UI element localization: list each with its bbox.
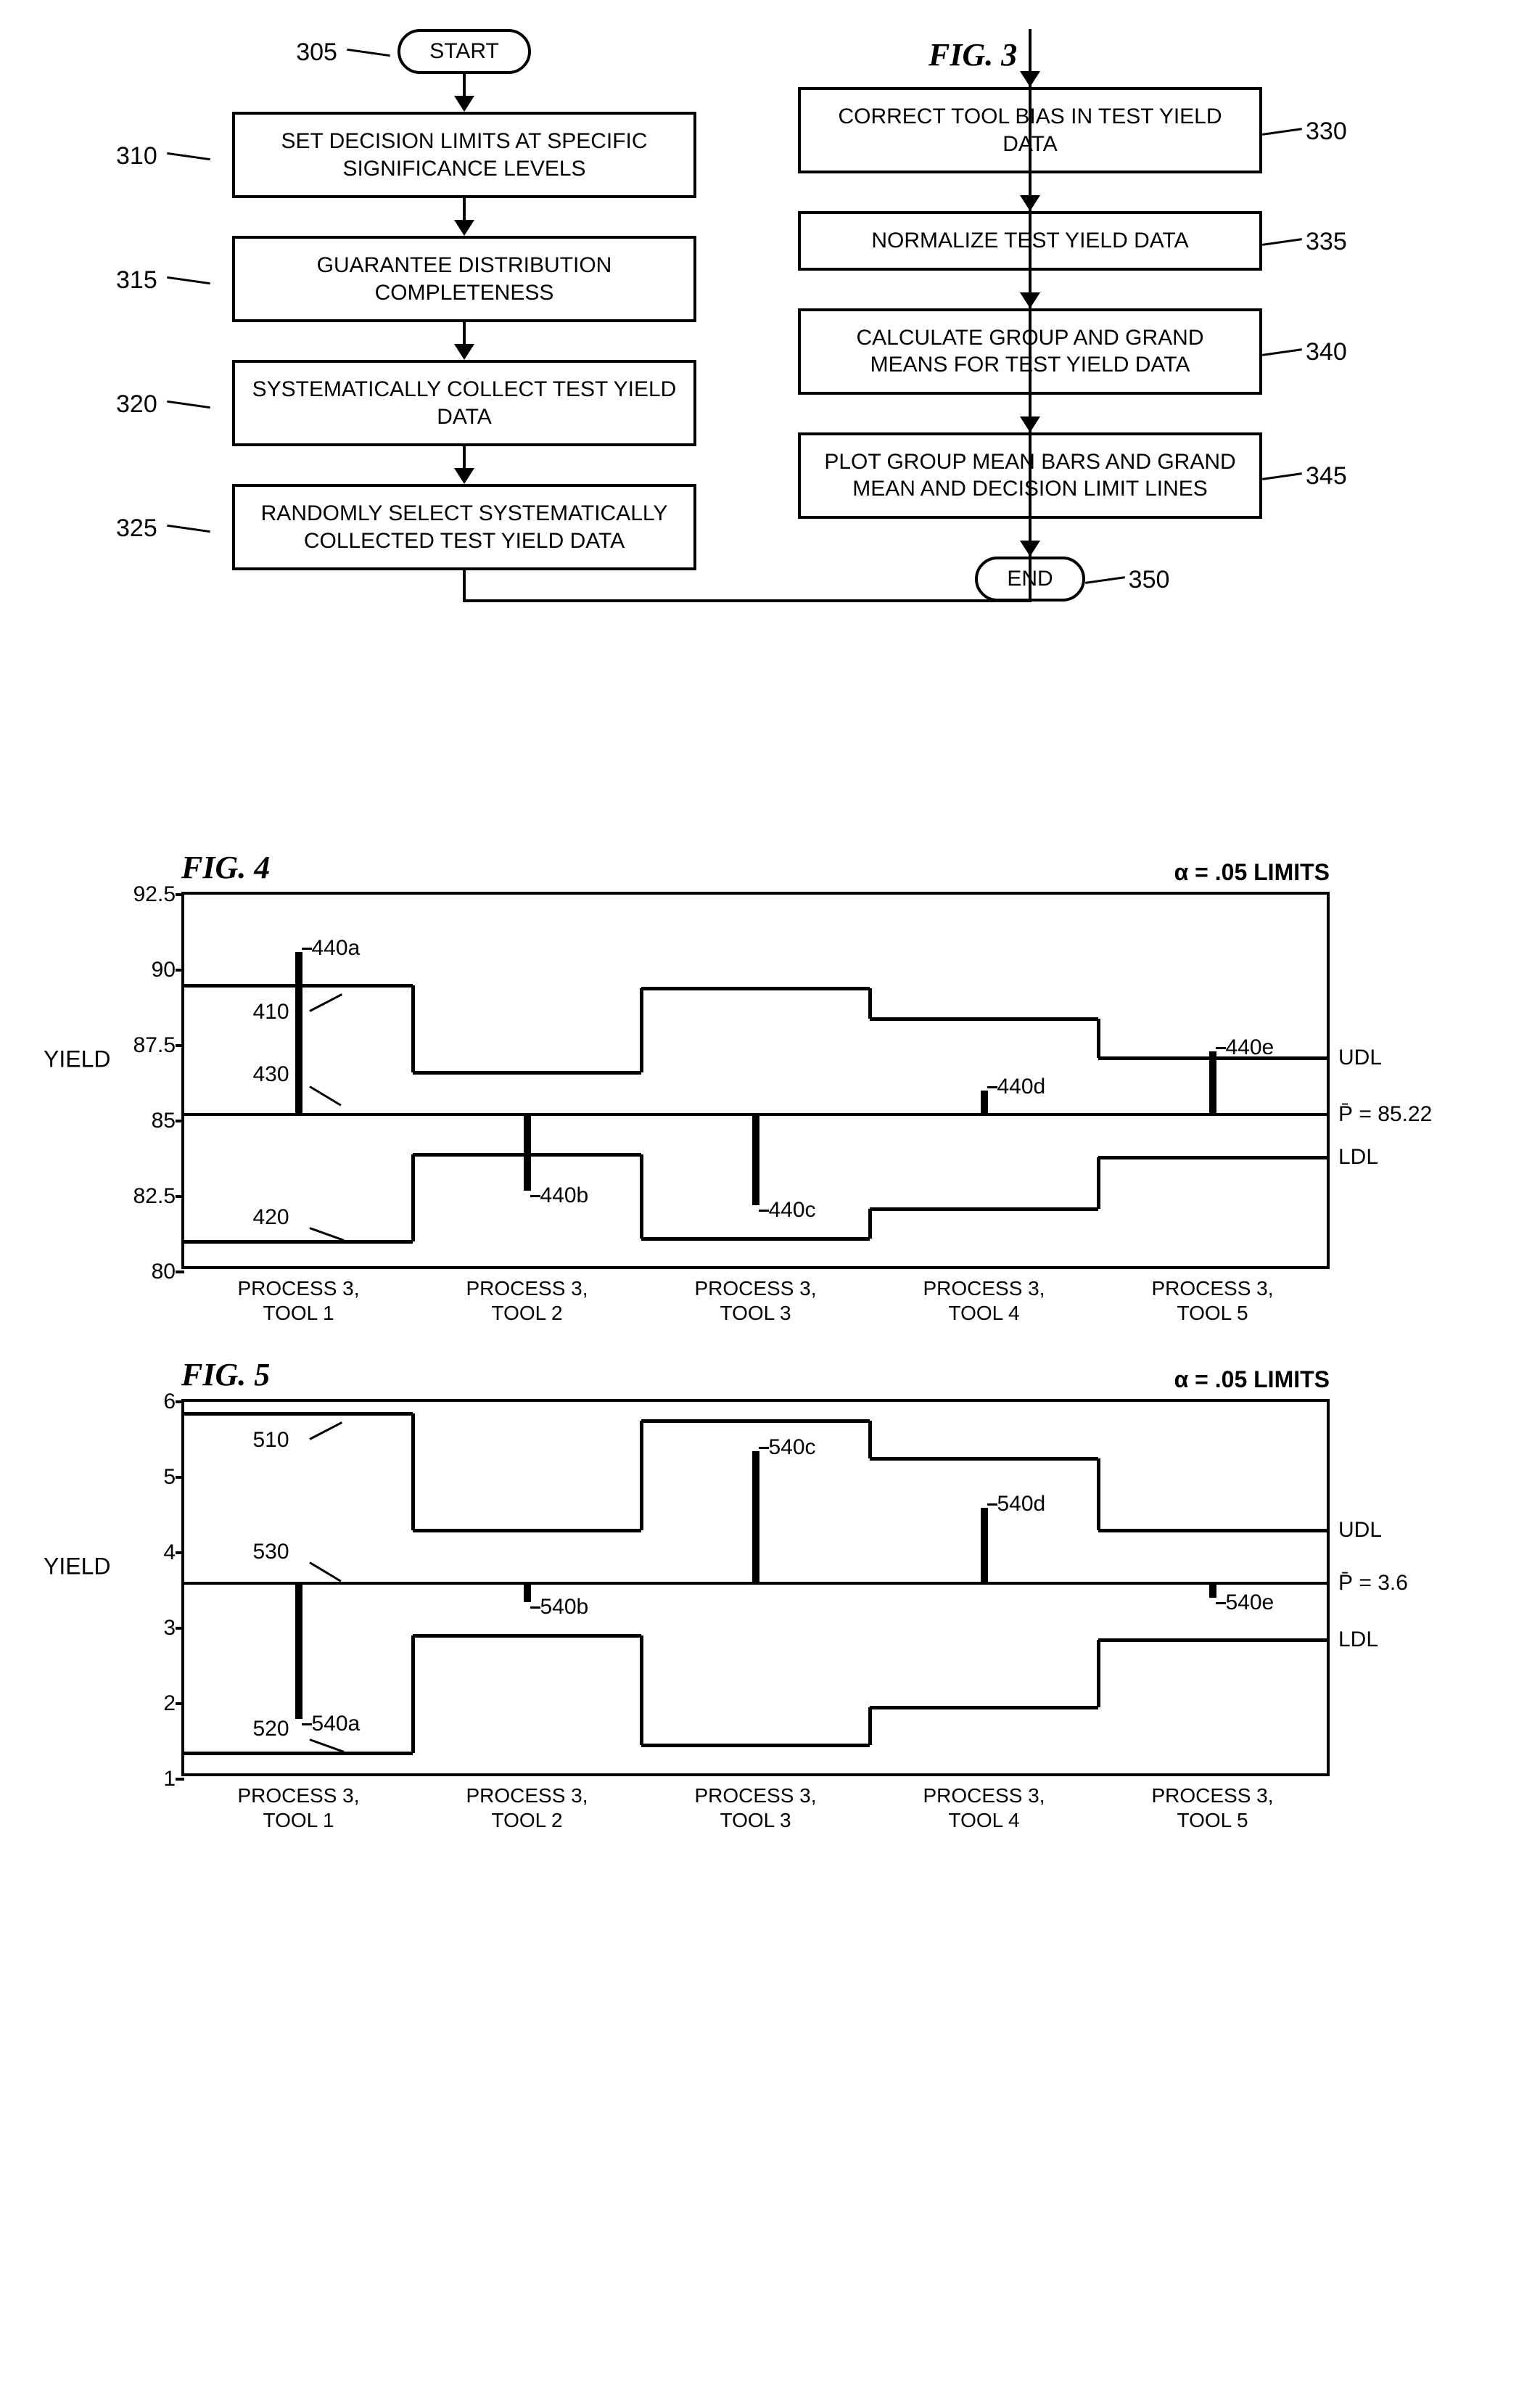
mean-bar-label: 540a: [312, 1712, 361, 1736]
ref-label: 345: [1306, 462, 1347, 490]
flow-step: CORRECT TOOL BIAS IN TEST YIELD DATA: [798, 87, 1262, 173]
fig5-wrapper: FIG. 5 α = .05 LIMITS YIELD 123456PROCES…: [29, 1356, 1511, 1776]
ldl-ref-label: 420: [253, 1205, 289, 1230]
mean-ref-label: 530: [253, 1540, 289, 1564]
grand-mean-label: P̄ = 85.22: [1327, 1102, 1432, 1127]
x-category-label: PROCESS 3,TOOL 2: [413, 1773, 641, 1832]
group-mean-bar: [295, 1583, 302, 1719]
ref-label: 350: [1129, 566, 1170, 594]
flow-step: GUARANTEE DISTRIBUTION COMPLETENESS: [232, 236, 696, 322]
fig3-left-column: START SET DECISION LIMITS AT SPECIFIC SIG…: [232, 29, 696, 570]
end-terminator: END: [975, 557, 1084, 602]
ref-label: 315: [116, 266, 157, 295]
group-mean-bar: [1209, 1583, 1216, 1598]
x-category-label: PROCESS 3,TOOL 5: [1098, 1266, 1327, 1325]
x-category-label: PROCESS 3,TOOL 4: [870, 1266, 1098, 1325]
group-mean-bar: [981, 1091, 988, 1114]
group-mean-bar: [1209, 1051, 1216, 1114]
flow-step: PLOT GROUP MEAN BARS AND GRAND MEAN AND …: [798, 432, 1262, 519]
ref-label: 305: [296, 38, 337, 67]
x-category-label: PROCESS 3,TOOL 3: [641, 1773, 870, 1832]
fig4-ylabel: YIELD: [44, 1046, 110, 1072]
mean-bar-label: 540b: [540, 1595, 589, 1620]
ref-label: 325: [116, 514, 157, 543]
group-mean-bar: [524, 1583, 531, 1602]
flow-step: SET DECISION LIMITS AT SPECIFIC SIGNIFIC…: [232, 112, 696, 198]
x-category-label: PROCESS 3,TOOL 3: [641, 1266, 870, 1325]
mean-bar-label: 440b: [540, 1183, 589, 1208]
ref-label: 340: [1306, 338, 1347, 366]
fig5-chart-area: 123456PROCESS 3,TOOL 1PROCESS 3,TOOL 2PR…: [181, 1399, 1330, 1776]
ref-label: 310: [116, 142, 157, 171]
x-category-label: PROCESS 3,TOOL 1: [184, 1773, 413, 1832]
ref-label: 330: [1306, 118, 1347, 146]
ldl-ref-label: 520: [253, 1717, 289, 1741]
group-mean-bar: [524, 1114, 531, 1191]
mean-bar-label: 440e: [1226, 1035, 1275, 1060]
fig4-title: FIG. 4: [181, 849, 270, 886]
flow-step: SYSTEMATICALLY COLLECT TEST YIELD DATA: [232, 360, 696, 446]
fig3-flowchart: FIG. 3 STARTSET DECISION LIMITS AT SPECI…: [29, 29, 1511, 791]
fig4-chart-area: 8082.58587.59092.5PROCESS 3,TOOL 1PROCES…: [181, 892, 1330, 1269]
x-category-label: PROCESS 3,TOOL 4: [870, 1773, 1098, 1832]
mean-bar-label: 540e: [1226, 1590, 1275, 1615]
mean-ref-label: 430: [253, 1062, 289, 1087]
fig4-title-row: FIG. 4 α = .05 LIMITS: [29, 849, 1511, 886]
flow-step: RANDOMLY SELECT SYSTEMATICALLY COLLECTED…: [232, 484, 696, 570]
group-mean-bar: [981, 1508, 988, 1583]
fig3-right-column: CORRECT TOOL BIAS IN TEST YIELD DATA NORM…: [798, 29, 1262, 602]
mean-bar-label: 440c: [769, 1198, 816, 1223]
udl-label: UDL: [1327, 1046, 1382, 1070]
group-mean-bar: [295, 952, 302, 1114]
grand-mean-label: P̄ = 3.6: [1327, 1571, 1408, 1596]
group-mean-bar: [752, 1451, 759, 1583]
mean-bar-label: 540c: [769, 1435, 816, 1460]
ref-label: 320: [116, 390, 157, 419]
x-category-label: PROCESS 3,TOOL 2: [413, 1266, 641, 1325]
page: FIG. 3 STARTSET DECISION LIMITS AT SPECI…: [29, 29, 1511, 1776]
mean-bar-label: 440d: [997, 1075, 1046, 1099]
fig5-title-row: FIG. 5 α = .05 LIMITS: [29, 1356, 1511, 1393]
fig5-title: FIG. 5: [181, 1356, 270, 1393]
mean-bar-label: 540d: [997, 1492, 1046, 1516]
udl-label: UDL: [1327, 1518, 1382, 1543]
mean-bar-label: 440a: [312, 936, 361, 961]
x-category-label: PROCESS 3,TOOL 1: [184, 1266, 413, 1325]
fig4-alpha: α = .05 LIMITS: [1174, 859, 1330, 886]
x-category-label: PROCESS 3,TOOL 5: [1098, 1773, 1327, 1832]
fig5-alpha: α = .05 LIMITS: [1174, 1366, 1330, 1393]
ldl-label: LDL: [1327, 1145, 1378, 1170]
ref-label: 335: [1306, 228, 1347, 256]
group-mean-bar: [752, 1114, 759, 1206]
udl-ref-label: 510: [253, 1428, 289, 1453]
ldl-label: LDL: [1327, 1627, 1378, 1652]
flow-step: NORMALIZE TEST YIELD DATA: [798, 211, 1262, 271]
udl-ref-label: 410: [253, 1000, 289, 1025]
fig4-wrapper: FIG. 4 α = .05 LIMITS YIELD 8082.58587.5…: [29, 849, 1511, 1269]
fig5-ylabel: YIELD: [44, 1553, 110, 1580]
flow-step: CALCULATE GROUP AND GRAND MEANS FOR TEST…: [798, 308, 1262, 395]
start-terminator: START: [398, 29, 531, 74]
